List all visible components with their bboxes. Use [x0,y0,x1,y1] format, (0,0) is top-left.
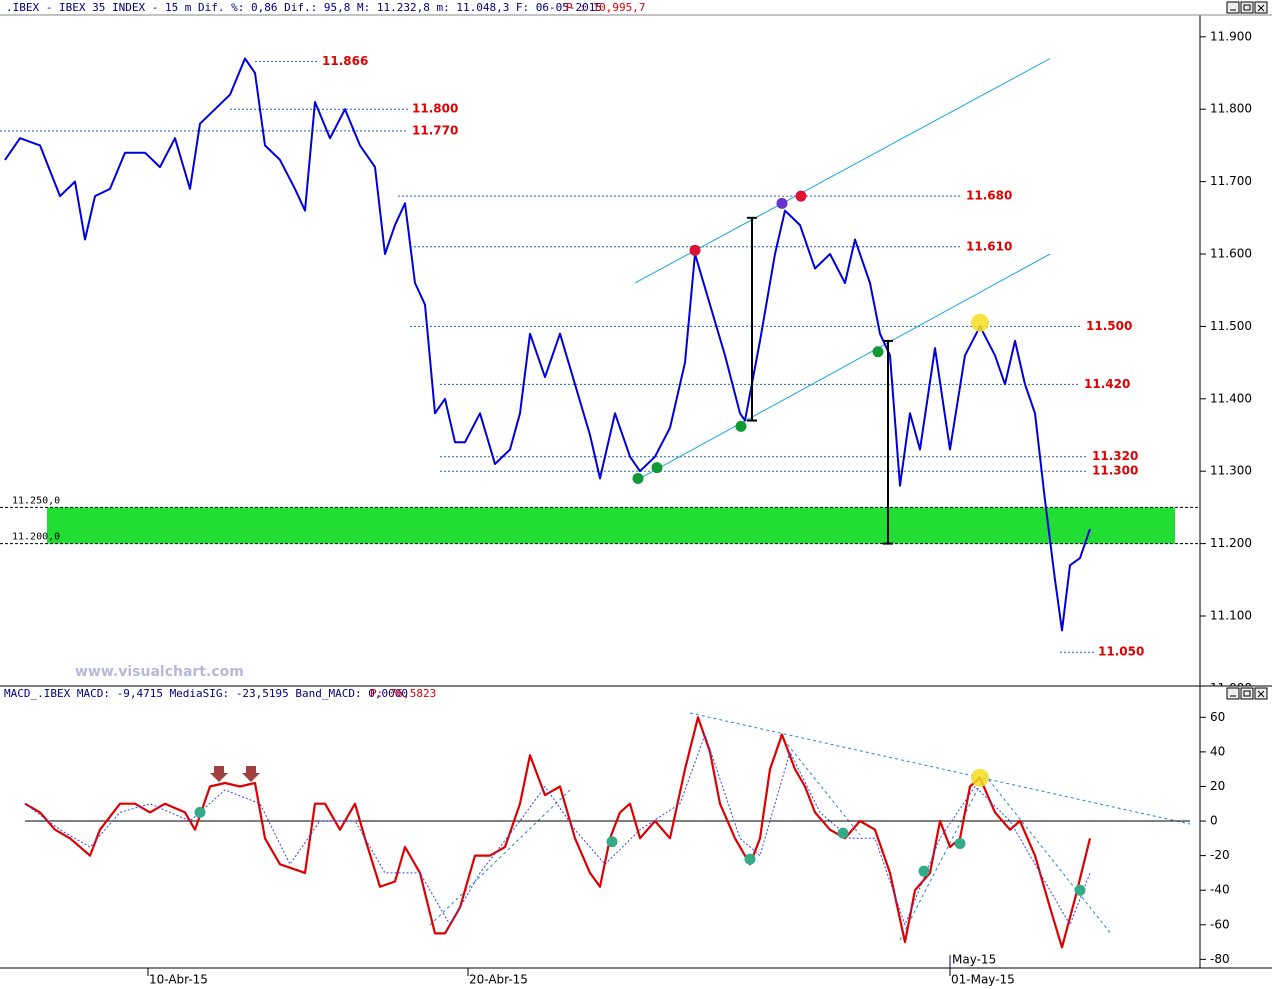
y-tick-label: 11.000 [1210,681,1252,695]
y-tick-label: 11.900 [1210,29,1252,43]
window-buttons[interactable] [1226,1,1268,700]
x-tick-label: 20-Abr-15 [469,973,528,987]
header-price: P : 10,995,7 [566,1,645,14]
channel-line [639,253,1051,479]
level-label: 11.610 [966,239,1012,253]
support-zone [47,507,1175,544]
marker-dot [971,313,989,332]
level-label: 11.320 [1092,449,1138,463]
level-label: 11.050 [1098,645,1144,659]
marker-dot [918,865,930,877]
level-label: 11.680 [966,189,1012,203]
plot-area [24,716,1190,949]
level-label: 11.770 [412,123,458,137]
marker-dot [954,838,966,850]
y-tick-label: 40 [1210,744,1225,758]
level-label: 11.800 [412,102,458,116]
price-line [4,57,1091,632]
marker-dot [872,346,884,358]
x-tick-label: 10-Abr-15 [149,973,208,987]
macd-line [24,716,1092,949]
signal-line [24,734,1091,926]
macd-header: MACD_.IBEX MACD: -9,4715 MediaSIG: -23,5… [4,687,408,700]
marker-dot [194,806,206,818]
y-tick-label: 11.600 [1210,247,1252,261]
plot-area: 11.200,0 11.250,0 11.866 11.800 11.770 11.680… [0,54,1200,659]
marker-dot [1074,884,1086,896]
signal-arrows [210,766,260,782]
y-tick-label: -20 [1210,848,1230,862]
marker-dot [651,462,663,474]
y-tick-label: 0 [1210,814,1218,828]
marker-dot [689,244,701,256]
y-tick-label: 11.100 [1210,609,1252,623]
y-axis: 60 40 20 0 -20 -40 -60 -80 [1200,710,1230,966]
y-tick-label: 60 [1210,710,1225,724]
marker-dot [744,853,756,865]
marker-dot [837,827,849,839]
marker-dot [971,768,989,787]
y-tick-label: 11.700 [1210,174,1252,188]
y-tick-label: 11.500 [1210,319,1252,333]
level-label: 11.866 [322,54,368,68]
marker-dot [795,190,807,202]
level-label: 11.420 [1084,377,1130,391]
channel-line [634,58,1051,284]
y-axis: 11.900 11.800 11.700 11.600 11.500 11.400 11.3… [1200,29,1252,695]
marker-dot [776,197,788,209]
y-tick-label: 11.300 [1210,464,1252,478]
marker-dot [632,472,644,484]
y-tick-label: -60 [1210,917,1230,931]
marker-dot [606,836,618,848]
marker-dot [735,420,747,432]
header: .IBEX - IBEX 35 INDEX - 15 m Dif. %: 0,8… [6,1,602,14]
y-tick-label: 11.200 [1210,536,1252,550]
watermark: www.visualchart.com [75,664,244,680]
zone-label: 11.250,0 [12,495,60,506]
y-tick-label: -80 [1210,952,1230,966]
y-tick-label: 11.400 [1210,391,1252,405]
y-tick-label: -40 [1210,883,1230,897]
y-tick-label: 20 [1210,779,1225,793]
x-tick-label: 01-May-15 [951,973,1015,987]
month-tick-label: May-15 [952,953,996,967]
zone-label: 11.200,0 [12,532,60,543]
level-label: 11.500 [1086,319,1132,333]
level-label: 11.300 [1092,464,1138,478]
macd-header-price: P: 76,5823 [370,687,436,700]
macd-trendlines [429,712,1191,941]
y-tick-label: 11.800 [1210,102,1252,116]
